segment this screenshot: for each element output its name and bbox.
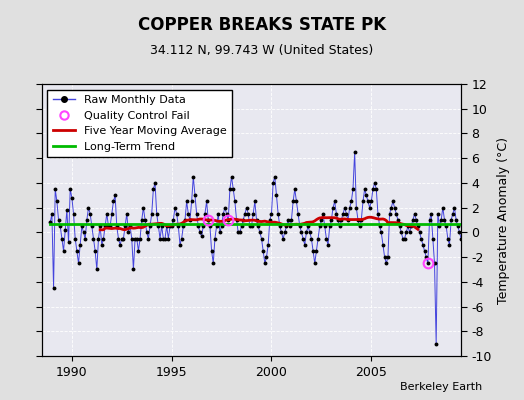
Y-axis label: Temperature Anomaly (°C): Temperature Anomaly (°C) — [497, 136, 510, 304]
Text: Berkeley Earth: Berkeley Earth — [400, 382, 482, 392]
Legend: Raw Monthly Data, Quality Control Fail, Five Year Moving Average, Long-Term Tren: Raw Monthly Data, Quality Control Fail, … — [48, 90, 233, 157]
Text: 34.112 N, 99.743 W (United States): 34.112 N, 99.743 W (United States) — [150, 44, 374, 57]
Text: COPPER BREAKS STATE PK: COPPER BREAKS STATE PK — [138, 16, 386, 34]
